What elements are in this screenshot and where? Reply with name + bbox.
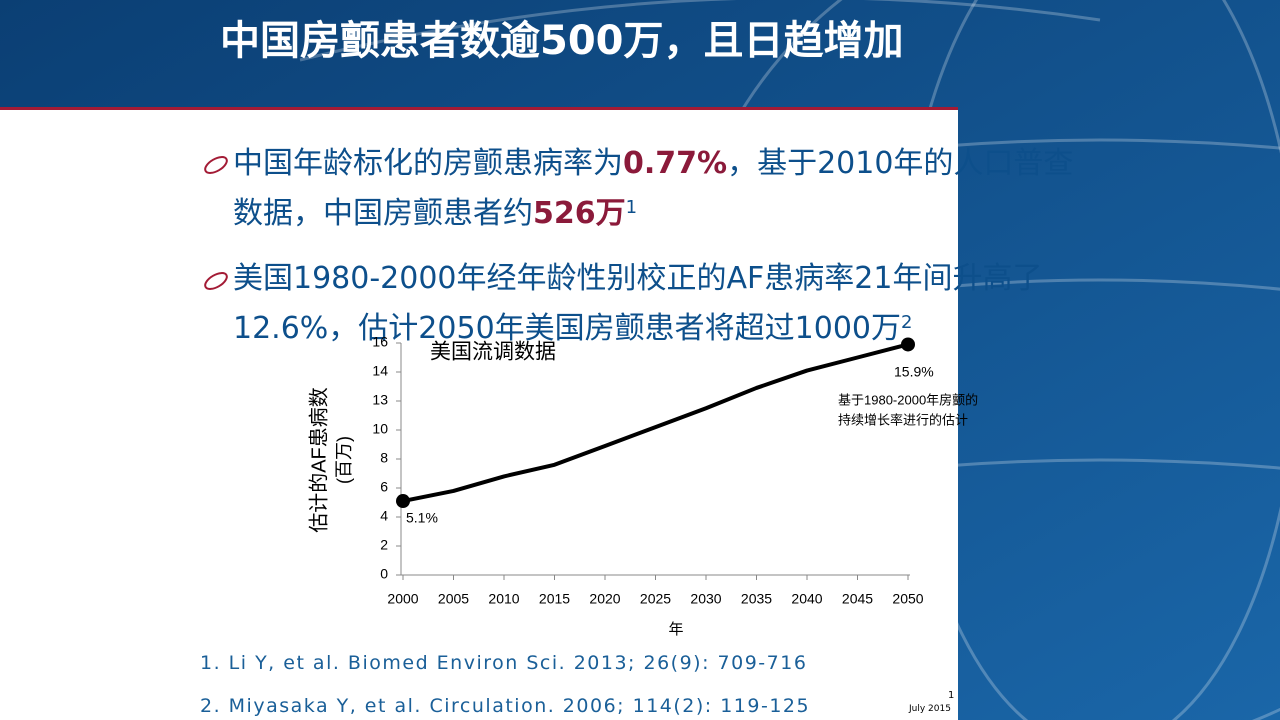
y-tick-label: 16 — [372, 334, 388, 350]
annotation: 15.9% — [894, 364, 934, 380]
y-tick-label: 0 — [380, 566, 388, 582]
highlight: 0.77% — [623, 146, 728, 181]
y-tick-label: 13 — [372, 392, 388, 408]
x-tick-label: 2045 — [842, 591, 873, 607]
bullet-text: ，基于2010年的人口普查数据，中国房颤患者约 — [233, 146, 1074, 231]
y-tick-label: 14 — [372, 363, 388, 379]
bullet: 美国1980-2000年经年龄性别校正的AF患病率21年间升高了12.6%，估计… — [233, 254, 1078, 354]
y-tick-label: 4 — [380, 508, 388, 524]
y-axis-label: 估计的AF患病数 — [307, 387, 330, 533]
date: July 2015 — [909, 704, 951, 714]
y-axis-label: (百万) — [334, 436, 354, 484]
bullet-text: 美国1980-2000年经年龄性别校正的AF患病率21年间升高了12.6%，估计… — [233, 261, 1043, 346]
x-tick-label: 2050 — [892, 591, 923, 607]
x-axis-label: 年 — [668, 621, 683, 638]
page-number: 1 — [948, 690, 955, 701]
bullet: 中国年龄标化的房颤患病率为0.77%，基于2010年的人口普查数据，中国房颤患者… — [233, 139, 1078, 239]
x-tick-label: 2035 — [741, 591, 772, 607]
line — [402, 342, 909, 504]
annotation: 5.1% — [406, 510, 438, 526]
x-tick-label: 2010 — [488, 591, 519, 607]
y-tick-label: 2 — [380, 537, 388, 553]
x-tick-label: 2040 — [791, 591, 822, 607]
x-tick-label: 2030 — [690, 591, 721, 607]
reference: 2. Miyasaka Y, et al. Circulation. 2006;… — [200, 695, 811, 717]
highlight: 526万 — [533, 196, 626, 231]
bullet-text: 中国年龄标化的房颤患病率为 — [233, 146, 623, 181]
annotation: 基于1980-2000年房颤的 — [838, 392, 978, 407]
x-tick-label: 2015 — [539, 591, 570, 607]
chart-title: 美国流调数据 — [430, 341, 556, 364]
y-tick-label: 10 — [372, 421, 388, 437]
x-tick-label: 2005 — [438, 591, 469, 607]
slide-title: 中国房颤患者数逾500万，且日趋增加 — [220, 18, 904, 64]
end-marker — [901, 337, 915, 352]
reference: 1. Li Y, et al. Biomed Environ Sci. 2013… — [200, 652, 808, 674]
y-tick-label: 6 — [380, 479, 388, 495]
end-marker — [396, 494, 410, 509]
x-tick-label: 2020 — [589, 591, 620, 607]
annotation: 持续增长率进行的估计 — [838, 412, 968, 427]
x-tick-label: 2000 — [387, 591, 418, 607]
footnote-ref: 2 — [901, 312, 913, 333]
footnote-ref: 1 — [625, 197, 638, 218]
x-tick-label: 2025 — [640, 591, 671, 607]
y-tick-label: 8 — [380, 450, 388, 466]
